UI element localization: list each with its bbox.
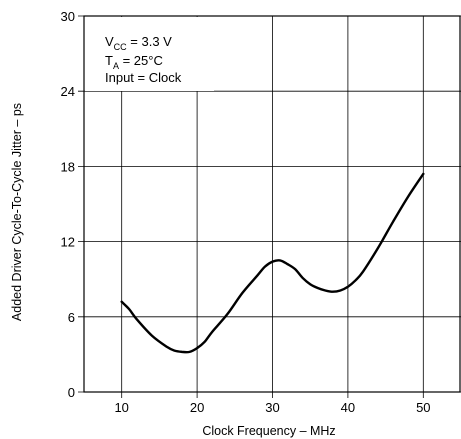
jitter-curve <box>120 172 425 354</box>
annotation-background <box>85 17 214 91</box>
annotation-input: Input = Clock <box>105 70 182 85</box>
tick-labels: 10 20 30 40 50 0 6 12 18 24 30 <box>61 9 431 415</box>
y-tick-label: 30 <box>61 9 75 24</box>
x-tick-label: 30 <box>265 400 279 415</box>
plot-frame <box>83 15 461 393</box>
y-axis-title: Added Driver Cycle-To-Cycle Jitter – ps <box>10 103 24 321</box>
annotation-ta: TA = 25°C <box>105 53 163 71</box>
y-tick-label: 0 <box>68 385 75 400</box>
x-tick-label: 10 <box>114 400 128 415</box>
annotation-vcc: VCC = 3.3 V <box>105 34 172 52</box>
y-tick-label: 24 <box>61 84 75 99</box>
y-tick-label: 12 <box>61 235 75 250</box>
x-tick-label: 50 <box>416 400 430 415</box>
x-axis-title: Clock Frequency – MHz <box>202 424 335 438</box>
y-tick-label: 6 <box>68 310 75 325</box>
x-tick-label: 20 <box>190 400 204 415</box>
y-tick-label: 18 <box>61 159 75 174</box>
x-tick-label: 40 <box>341 400 355 415</box>
